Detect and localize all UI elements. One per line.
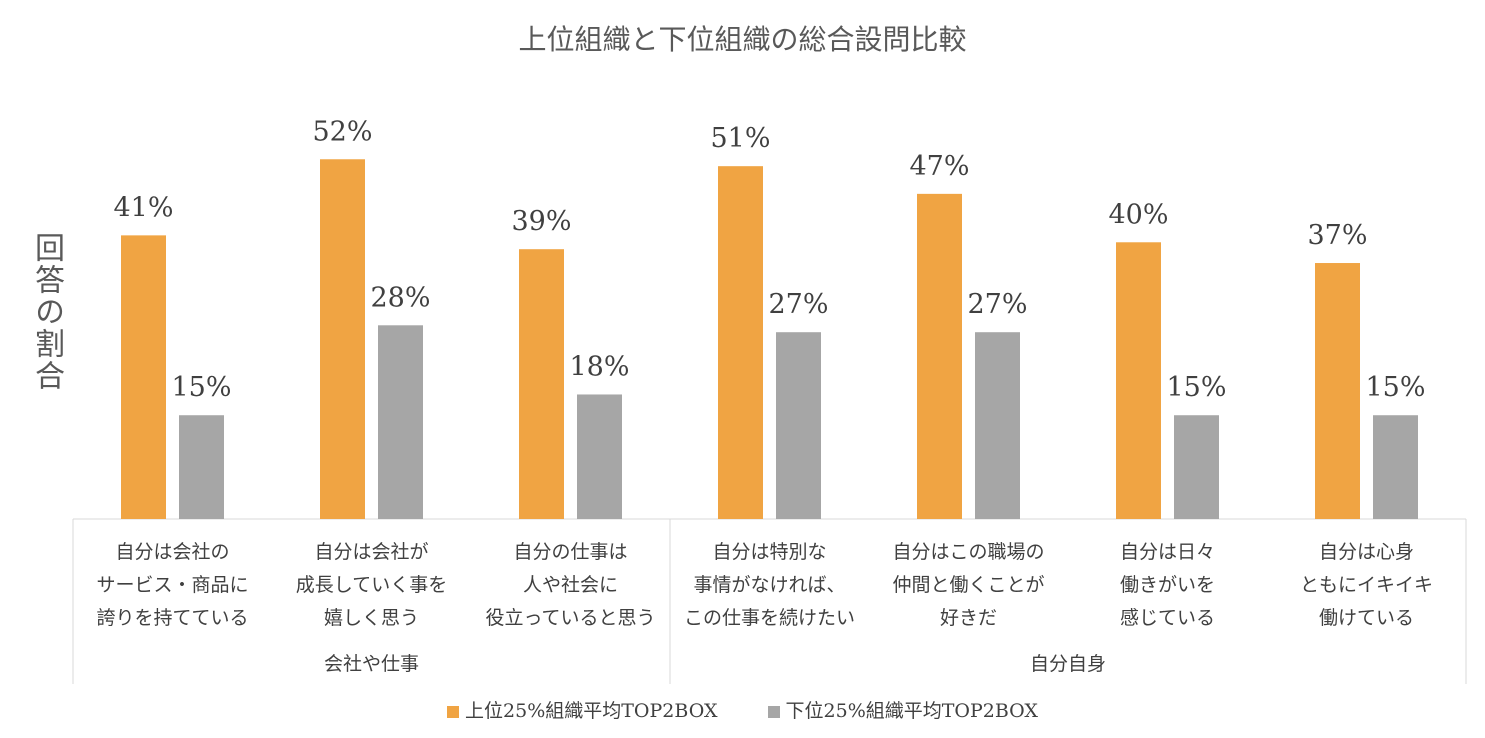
data-label-top-2: 39% <box>511 206 571 237</box>
category-label-3-1: 事情がなければ、 <box>693 574 845 596</box>
category-label-3-2: この仕事を続けたい <box>684 607 855 629</box>
category-label-5-1: 働きがいを <box>1120 574 1215 596</box>
bar-bottom-5 <box>1174 415 1219 519</box>
category-label-6-2: 働けている <box>1319 607 1414 629</box>
bar-bottom-3 <box>776 332 821 519</box>
bar-top-2 <box>519 249 564 519</box>
bar-top-0 <box>121 235 166 519</box>
legend-swatch-top <box>447 706 460 718</box>
data-label-bottom-4: 27% <box>967 289 1027 320</box>
category-label-6-0: 自分は心身 <box>1319 541 1414 563</box>
data-label-top-3: 51% <box>710 123 770 154</box>
bar-top-5 <box>1116 242 1161 519</box>
category-label-4-1: 仲間と働くことが <box>892 574 1044 596</box>
category-label-2-1: 人や社会に <box>523 574 618 596</box>
group-label-0: 会社や仕事 <box>324 653 419 675</box>
legend-label-top: 上位25%組織平均TOP2BOX <box>465 700 718 722</box>
data-label-bottom-2: 18% <box>569 351 629 382</box>
legend-item-bottom: 下位25%組織平均TOP2BOX <box>767 696 1038 723</box>
data-label-top-1: 52% <box>312 116 372 147</box>
category-label-2-2: 役立っていると思う <box>485 607 655 629</box>
data-label-bottom-5: 15% <box>1166 372 1226 403</box>
data-label-top-4: 47% <box>909 151 969 182</box>
category-label-1-0: 自分は会社が <box>314 541 428 563</box>
category-label-6-1: ともにイキイキ <box>1300 574 1433 596</box>
category-label-3-0: 自分は特別な <box>712 541 826 563</box>
category-label-2-0: 自分の仕事は <box>513 541 627 563</box>
data-label-bottom-6: 15% <box>1365 372 1425 403</box>
category-label-4-0: 自分はこの職場の <box>892 541 1044 563</box>
category-label-1-1: 成長していく事を <box>296 574 447 596</box>
bar-top-3 <box>718 166 763 519</box>
data-label-top-6: 37% <box>1307 220 1367 251</box>
bar-bottom-2 <box>577 394 622 519</box>
category-label-0-1: サービス・商品に <box>96 574 248 596</box>
category-label-1-2: 嬉しく思う <box>324 607 419 629</box>
y-axis-label: 回答の割合 <box>29 232 64 392</box>
legend-item-top: 上位25%組織平均TOP2BOX <box>447 696 717 723</box>
bar-bottom-0 <box>179 415 224 519</box>
category-label-0-0: 自分は会社の <box>115 541 229 563</box>
chart-title: 上位組織と下位組織の総合設問比較 <box>518 23 967 56</box>
data-label-top-5: 40% <box>1108 199 1168 230</box>
data-label-bottom-0: 15% <box>171 372 231 403</box>
bar-top-1 <box>320 159 365 519</box>
data-label-bottom-3: 27% <box>768 289 828 320</box>
category-label-0-2: 誇りを持てている <box>96 607 248 629</box>
group-label-1: 自分自身 <box>1030 653 1106 675</box>
legend: 上位25%組織平均TOP2BOX 下位25%組織平均TOP2BOX <box>0 696 1485 723</box>
data-label-bottom-1: 28% <box>370 282 430 313</box>
legend-label-bottom: 下位25%組織平均TOP2BOX <box>785 700 1038 722</box>
bar-top-4 <box>917 193 962 519</box>
category-label-5-2: 感じている <box>1120 607 1215 629</box>
bar-bottom-6 <box>1373 415 1418 519</box>
data-label-top-0: 41% <box>113 192 173 223</box>
bar-top-6 <box>1315 263 1360 519</box>
bar-bottom-1 <box>378 325 423 519</box>
category-label-4-2: 好きだ <box>940 607 997 629</box>
category-label-5-0: 自分は日々 <box>1120 541 1215 563</box>
legend-swatch-bottom <box>767 706 780 718</box>
bar-bottom-4 <box>975 332 1020 519</box>
